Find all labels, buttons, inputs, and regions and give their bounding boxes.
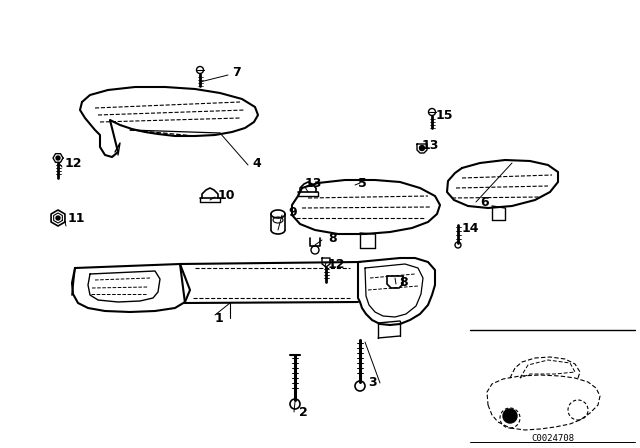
Circle shape xyxy=(56,156,60,160)
Text: 2: 2 xyxy=(299,406,308,419)
Circle shape xyxy=(56,216,60,220)
Text: 10: 10 xyxy=(218,189,236,202)
Circle shape xyxy=(419,146,424,151)
Text: 14: 14 xyxy=(462,221,479,234)
Text: 6: 6 xyxy=(480,195,488,208)
Text: 15: 15 xyxy=(436,108,454,121)
Text: 13: 13 xyxy=(422,138,440,151)
Text: 12: 12 xyxy=(328,258,346,271)
Text: 8: 8 xyxy=(328,232,337,245)
Text: C0024708: C0024708 xyxy=(531,434,575,443)
Text: 1: 1 xyxy=(215,311,224,324)
Circle shape xyxy=(503,409,517,423)
Text: 5: 5 xyxy=(358,177,367,190)
Text: 11: 11 xyxy=(68,211,86,224)
Text: 3: 3 xyxy=(368,376,376,389)
Text: 8: 8 xyxy=(399,276,408,289)
Text: 7: 7 xyxy=(232,65,241,78)
Text: 9: 9 xyxy=(288,206,296,219)
Text: 4: 4 xyxy=(252,156,260,169)
Text: 12: 12 xyxy=(65,156,83,169)
Text: 13: 13 xyxy=(305,177,323,190)
